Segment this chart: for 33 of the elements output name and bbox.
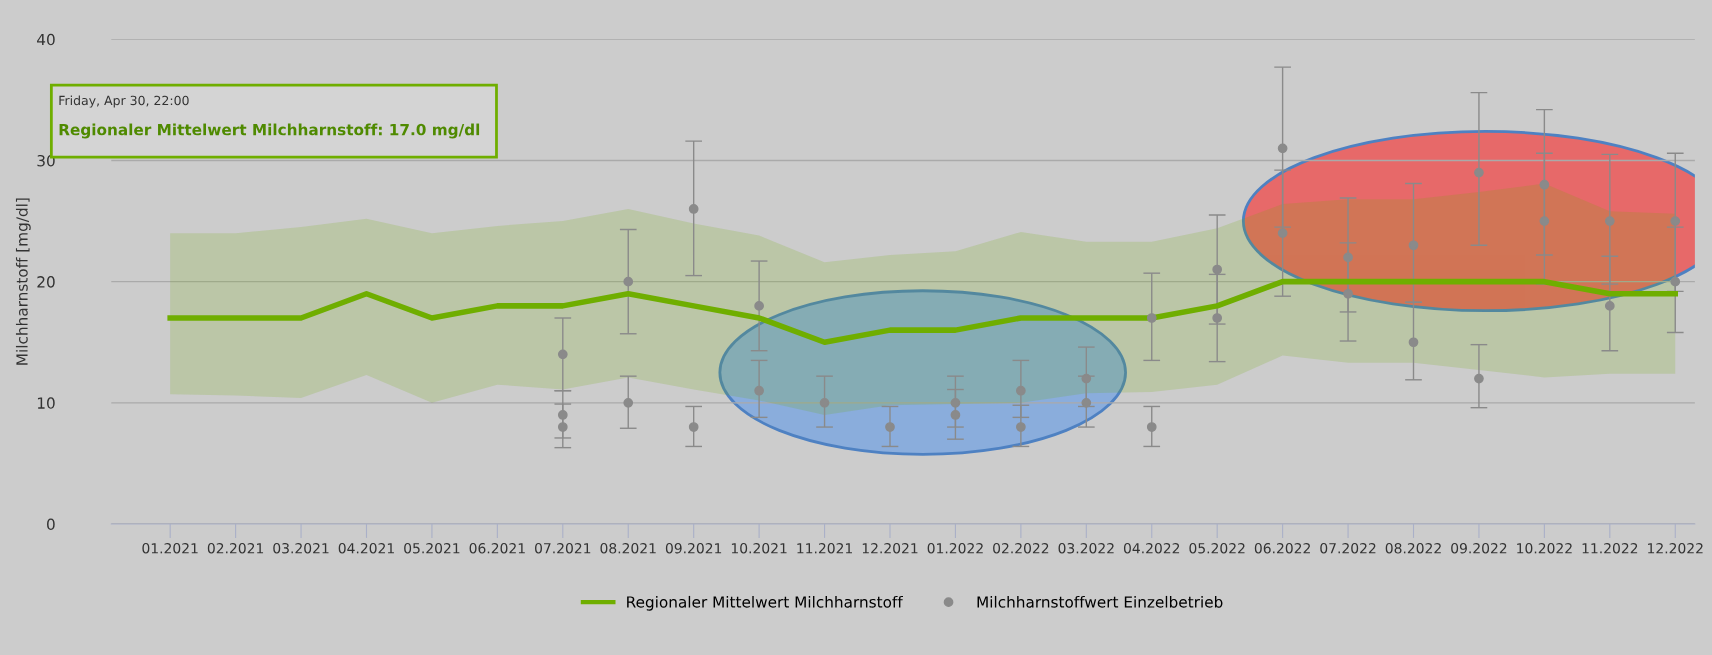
x-tick-label: 07.2021	[535, 543, 591, 554]
x-tick-label: 03.2022	[1058, 543, 1114, 554]
x-tick-label: 01.2021	[142, 543, 198, 554]
x-tick-label: 02.2022	[993, 543, 1049, 554]
x-tick-label: 06.2022	[1254, 543, 1310, 554]
x-tick-label: 04.2022	[1123, 543, 1180, 554]
y-tick-label: 0	[47, 518, 55, 531]
x-tick-label: 02.2021	[207, 543, 264, 554]
legend-label: Milchharnstoffwert Einzelbetrieb	[977, 595, 1223, 608]
annotation: Regionaler Mittelwert Milchharnstoff: 17.0 mg/dl	[59, 123, 480, 139]
x-tick-label: 01.2022	[927, 543, 983, 554]
x-tick-label: 04.2021	[338, 543, 394, 554]
legend-label: Regionaler Mittelwert Milchharnstoff	[627, 595, 903, 611]
y-tick-label: 20	[37, 276, 55, 288]
x-tick-label: 06.2021	[469, 543, 525, 554]
y-axis-title: Milchharnstoff [mg/dl]	[15, 198, 31, 365]
x-tick-label: 12.2021	[862, 543, 918, 554]
x-tick-label: 05.2022	[1189, 543, 1245, 554]
x-tick-label: 08.2022	[1385, 543, 1441, 554]
annotation: Friday, Apr 30, 22:00	[59, 95, 189, 108]
x-tick-label: 05.2021	[404, 543, 460, 554]
x-tick-label: 10.2021	[731, 543, 787, 554]
x-tick-label: 07.2022	[1320, 543, 1376, 554]
x-tick-label: 08.2021	[600, 543, 656, 554]
x-tick-label: 03.2021	[273, 543, 329, 554]
x-tick-label: 11.2022	[1582, 543, 1638, 554]
x-tick-label: 10.2022	[1517, 543, 1572, 554]
x-tick-label: 09.2021	[665, 543, 722, 554]
x-tick-label: 11.2021	[797, 543, 852, 554]
x-tick-label: 12.2022	[1648, 543, 1703, 554]
y-tick-label: 10	[37, 397, 55, 409]
x-tick-label: 09.2022	[1451, 543, 1507, 554]
y-tick-label: 40	[37, 33, 55, 46]
